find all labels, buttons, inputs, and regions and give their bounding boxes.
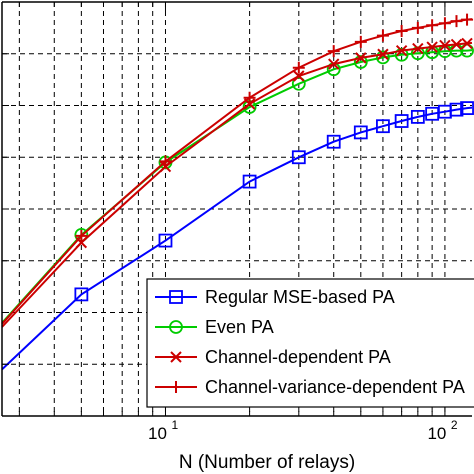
data-point	[158, 233, 173, 248]
data-point	[377, 48, 389, 60]
data-point	[291, 150, 306, 165]
data-point	[395, 44, 408, 57]
data-point	[74, 287, 89, 302]
legend-marker	[169, 320, 183, 334]
series-group	[1, 13, 474, 371]
data-point	[450, 15, 463, 28]
data-point	[243, 91, 256, 104]
data-point	[394, 47, 409, 62]
data-point	[326, 134, 341, 149]
legend: Regular MSE-based PA Even PA Channel-depen…	[146, 278, 474, 408]
data-point	[353, 125, 368, 140]
data-point	[293, 70, 305, 82]
axes	[1, 1, 472, 417]
data-point	[449, 102, 464, 117]
data-point	[159, 155, 172, 168]
data-point	[376, 50, 390, 65]
x-tick-label-exponent: 1	[171, 418, 178, 432]
x-tick-labels: 10 1 10 2	[148, 418, 458, 443]
data-point	[242, 174, 257, 189]
data-point	[461, 37, 473, 50]
legend-marker	[170, 351, 182, 363]
data-point	[410, 109, 425, 124]
data-point	[438, 17, 451, 30]
data-point	[412, 42, 424, 55]
data-point	[376, 119, 390, 134]
data-point	[460, 101, 474, 115]
legend-label: Channel-variance-dependent PA	[205, 377, 465, 397]
data-point	[354, 35, 367, 48]
data-point	[328, 58, 340, 70]
data-point	[394, 114, 409, 128]
data-point	[353, 55, 368, 69]
data-point	[376, 29, 389, 42]
data-point	[292, 61, 305, 74]
data-point	[395, 24, 408, 37]
x-tick-label: 10	[148, 424, 167, 443]
legend-label: Even PA	[205, 317, 274, 337]
x-tick-label: 10	[427, 424, 446, 443]
data-point	[439, 39, 451, 52]
series-line	[1, 49, 473, 324]
data-point	[75, 229, 88, 242]
data-point	[461, 13, 474, 26]
legend-box	[146, 278, 474, 408]
data-point	[291, 76, 306, 91]
data-point	[426, 19, 439, 32]
data-point	[355, 52, 367, 64]
data-point	[450, 38, 463, 51]
x-tick-label-exponent: 2	[451, 418, 458, 432]
legend-marker	[169, 290, 183, 304]
x-axis-label: N (Number of relays)	[179, 452, 355, 473]
legend-marker	[170, 381, 182, 393]
legend-label: Regular MSE-based PA	[205, 287, 395, 307]
data-point	[327, 45, 340, 58]
series-line	[1, 106, 473, 371]
data-point	[426, 41, 438, 53]
legend-label: Channel-dependent PA	[205, 347, 391, 367]
data-point	[411, 21, 424, 34]
